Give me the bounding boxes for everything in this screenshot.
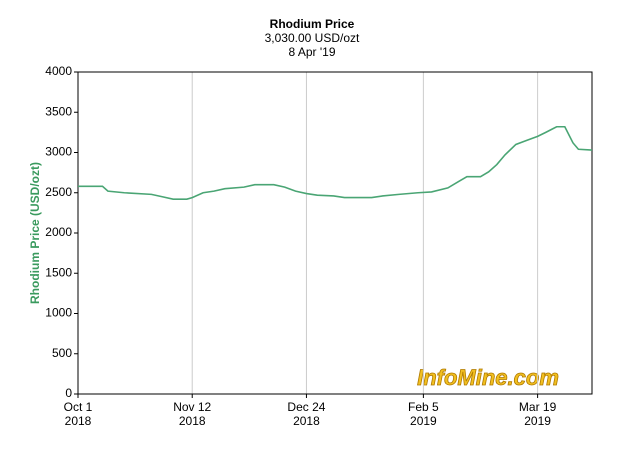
y-tick-label: 500 [52, 346, 72, 360]
x-tick-label: Feb 5 [408, 400, 439, 414]
y-axis-label: Rhodium Price (USD/ozt) [28, 162, 42, 304]
x-tick-label: 2018 [65, 414, 92, 428]
x-tick-label: 2018 [293, 414, 320, 428]
price-line [78, 125, 593, 200]
y-tick-label: 2500 [45, 185, 72, 199]
watermark: InfoMine.com [417, 365, 559, 390]
chart-title: Rhodium Price [270, 17, 355, 31]
x-tick-label: Nov 12 [173, 400, 211, 414]
y-tick-label: 0 [65, 386, 72, 400]
x-tick-label: Oct 1 [64, 400, 93, 414]
x-tick-label: 2019 [410, 414, 437, 428]
x-tick-label: Dec 24 [287, 400, 325, 414]
y-tick-label: 1500 [45, 265, 72, 279]
x-tick-label: 2018 [179, 414, 206, 428]
x-tick-label: 2019 [524, 414, 551, 428]
y-tick-label: 3000 [45, 145, 72, 159]
chart-date: 8 Apr '19 [289, 45, 336, 59]
y-tick-label: 2000 [45, 225, 72, 239]
y-tick-label: 1000 [45, 306, 72, 320]
plot-frame [77, 71, 593, 395]
y-tick-label: 4000 [45, 64, 72, 78]
y-tick-label: 3500 [45, 104, 72, 118]
x-tick-label: Mar 19 [519, 400, 557, 414]
chart-subtitle: 3,030.00 USD/ozt [265, 31, 360, 45]
